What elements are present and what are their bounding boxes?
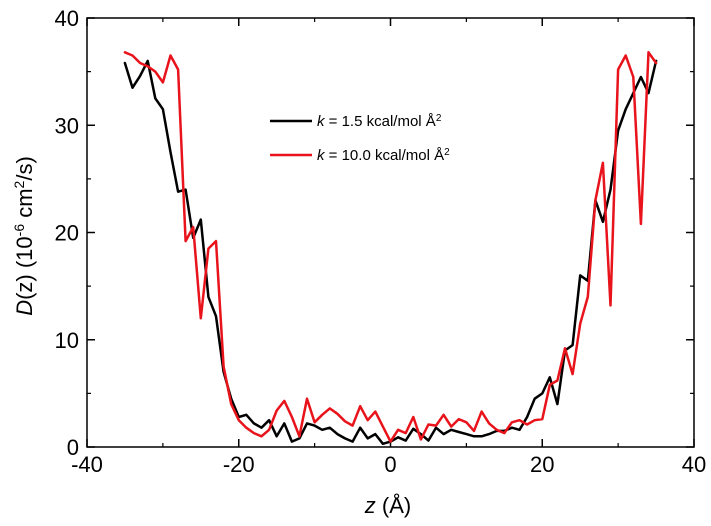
y-tick-label: 10 xyxy=(55,328,79,353)
x-tick-label: 40 xyxy=(682,452,706,477)
x-tick-label: -20 xyxy=(223,452,255,477)
x-tick-label: 20 xyxy=(530,452,554,477)
legend-label-k10.0: k = 10.0 kcal/mol Å2 xyxy=(317,147,450,165)
x-tick-label: -40 xyxy=(71,452,103,477)
x-tick-label: 0 xyxy=(384,452,396,477)
x-axis-title: z (Å) xyxy=(364,493,411,518)
y-tick-label: 0 xyxy=(67,435,79,460)
y-tick-label: 20 xyxy=(55,221,79,246)
y-tick-label: 30 xyxy=(55,113,79,138)
legend: k = 1.5 kcal/mol Å2 k = 10.0 kcal/mol Å2 xyxy=(270,113,450,165)
y-axis-title: D(z) (10-6 cm2/s) xyxy=(11,156,37,316)
series-line-k10.0 xyxy=(123,51,658,443)
series-layer xyxy=(123,51,658,446)
y-tick-label: 40 xyxy=(55,6,79,31)
axis-ticks: -40 -20 0 20 40 0 10 20 30 40 xyxy=(55,6,707,477)
legend-label-k1.5: k = 1.5 kcal/mol Å2 xyxy=(317,113,442,131)
